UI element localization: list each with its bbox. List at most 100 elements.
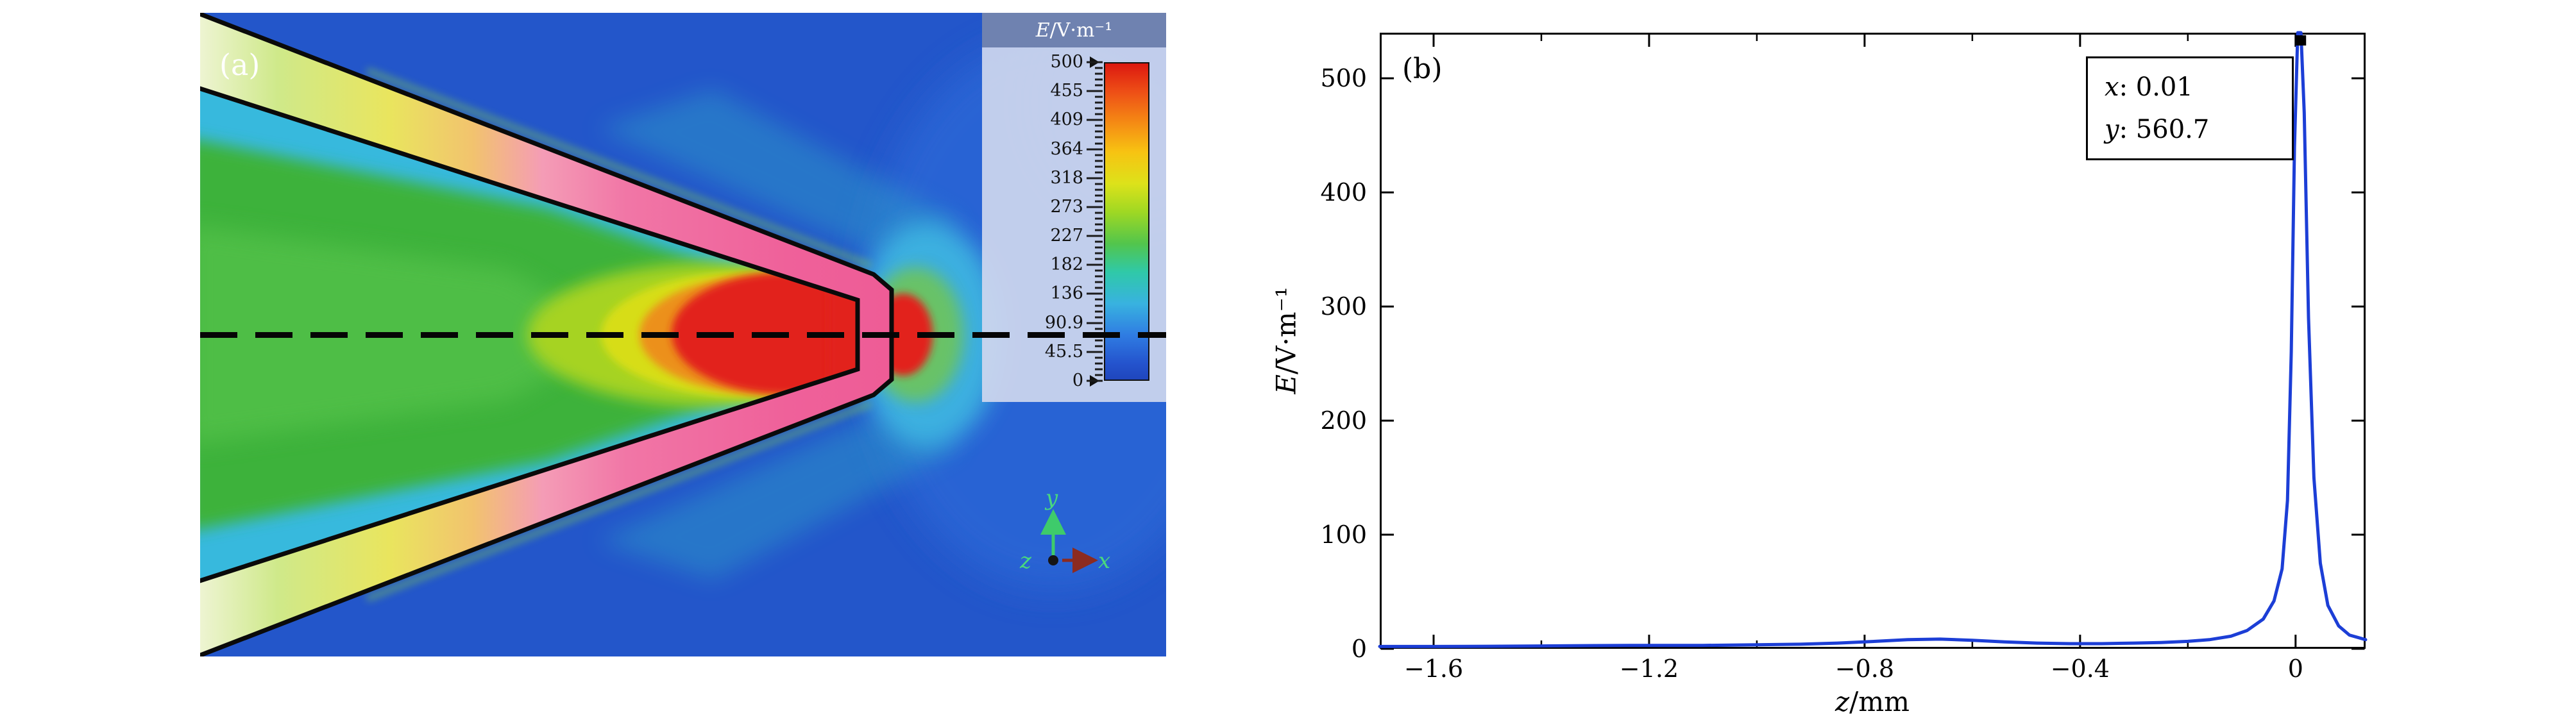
colorbar-minor-tick xyxy=(1095,362,1103,365)
colorbar-tick-label: 409 xyxy=(1050,110,1083,130)
colorbar-minor-tick xyxy=(1095,368,1103,371)
colorbar-tick-label: 273 xyxy=(1050,196,1083,217)
colorbar-tick-label: 455 xyxy=(1050,81,1083,101)
colorbar-minor-tick xyxy=(1095,194,1103,197)
colorbar-tick-label: 318 xyxy=(1050,167,1083,188)
z-axis-out-of-plane-icon xyxy=(1048,555,1058,565)
colorbar-minor-tick xyxy=(1095,356,1103,359)
panel-b-label: (b) xyxy=(1402,53,1443,85)
peak-readout-x: x: 0.01 xyxy=(2105,72,2193,102)
colorbar-minor-tick xyxy=(1095,188,1103,191)
colorbar-minor-tick xyxy=(1095,200,1103,203)
peak-marker xyxy=(2296,35,2307,46)
colorbar-minor-tick xyxy=(1095,275,1103,278)
y-tick-label: 300 xyxy=(1320,292,1367,321)
x-tick-labels: −1.6 −1.2 −0.8 −0.4 0 xyxy=(1404,655,2303,683)
colorbar-minor-tick xyxy=(1095,84,1103,87)
colorbar-minor-tick xyxy=(1095,160,1103,162)
colorbar-minor-tick xyxy=(1095,67,1103,69)
colorbar-minor-tick xyxy=(1095,136,1103,138)
colorbar-minor-tick xyxy=(1095,316,1103,319)
colorbar-gradient-strip xyxy=(1104,62,1149,381)
colorbar-minor-tick xyxy=(1095,328,1103,330)
colorbar-minor-tick xyxy=(1095,124,1103,127)
colorbar-major-tick xyxy=(1087,235,1103,237)
colorbar-major-tick xyxy=(1087,119,1103,121)
colorbar-tick-label: 0 xyxy=(1072,370,1083,390)
y-tick-label: 0 xyxy=(1352,635,1367,663)
colorbar: E/V·m⁻¹ 500 455 409 364 318 273 227 182 136 90.9 4… xyxy=(982,13,1166,402)
colorbar-minor-tick xyxy=(1095,183,1103,185)
colorbar-title-symbol: E xyxy=(1035,19,1050,42)
x-tick-label: −0.8 xyxy=(1835,655,1894,683)
panel-b-line-plot: −1.6 −1.2 −0.8 −0.4 0 0 100 200 300 400 500 xyxy=(1320,31,2368,683)
colorbar-tick-label: 182 xyxy=(1050,255,1083,275)
plot-border xyxy=(1380,33,2366,649)
colorbar-minor-tick xyxy=(1095,142,1103,144)
colorbar-minor-tick xyxy=(1095,374,1103,376)
colorbar-minor-tick xyxy=(1095,217,1103,220)
colorbar-tick-label: 364 xyxy=(1050,138,1083,159)
y-axis-title-symbol: E xyxy=(1270,374,1302,394)
field-curve xyxy=(1378,31,2368,648)
colorbar-minor-tick xyxy=(1095,281,1103,283)
colorbar-minor-tick xyxy=(1095,269,1103,272)
colorbar-title-units: /V·m⁻¹ xyxy=(1049,19,1113,42)
colorbar-major-tick xyxy=(1087,177,1103,180)
colorbar-minor-tick xyxy=(1095,258,1103,260)
x-axis-title: z/mm xyxy=(1835,686,1910,717)
peak-readout-y: y: 560.7 xyxy=(2105,115,2210,144)
colorbar-tick-label: 90.9 xyxy=(1044,312,1083,333)
colorbar-major-tick xyxy=(1087,322,1103,324)
colorbar-minor-tick xyxy=(1095,287,1103,289)
y-axis-title-units: /V·m⁻¹ xyxy=(1270,287,1302,374)
colorbar-major-tick xyxy=(1087,206,1103,208)
colorbar-minor-tick xyxy=(1095,212,1103,214)
colorbar-tick-label: 227 xyxy=(1050,225,1083,246)
x-axis-label: x xyxy=(1098,548,1110,574)
colorbar-major-tick xyxy=(1087,380,1103,382)
colorbar-major-tick xyxy=(1087,148,1103,151)
colorbar-minor-tick xyxy=(1095,333,1103,336)
y-tick-label: 500 xyxy=(1320,64,1367,92)
colorbar-minor-tick xyxy=(1095,171,1103,174)
coordinate-triad: y z x xyxy=(1019,489,1110,574)
y-axis-label: y xyxy=(1044,489,1058,511)
z-axis-label: z xyxy=(1019,548,1032,574)
colorbar-tick-label: 500 xyxy=(1050,51,1083,72)
colorbar-major-tick xyxy=(1087,263,1103,266)
panel-a-label: (a) xyxy=(219,47,260,82)
colorbar-minor-tick xyxy=(1095,72,1103,75)
colorbar-minor-tick xyxy=(1095,345,1103,347)
colorbar-minor-tick xyxy=(1095,339,1103,342)
colorbar-minor-tick xyxy=(1095,113,1103,115)
peak-readout-box: x: 0.01 y: 560.7 xyxy=(2086,56,2294,160)
colorbar-tick-label: 45.5 xyxy=(1044,341,1083,362)
y-tick-label: 400 xyxy=(1320,178,1367,206)
y-axis-title: E/V·m⁻¹ xyxy=(1271,287,1302,394)
colorbar-tick-label: 136 xyxy=(1050,283,1083,304)
colorbar-minor-tick xyxy=(1095,101,1103,104)
colorbar-minor-tick xyxy=(1095,229,1103,231)
x-tick-label: −0.4 xyxy=(2051,655,2110,683)
colorbar-minor-tick xyxy=(1095,223,1103,226)
colorbar-minor-tick xyxy=(1095,107,1103,110)
colorbar-minor-tick xyxy=(1095,165,1103,168)
colorbar-minor-tick xyxy=(1095,310,1103,313)
x-axis-title-units: /mm xyxy=(1849,686,1910,717)
colorbar-major-tick xyxy=(1087,61,1103,63)
colorbar-minor-tick xyxy=(1095,252,1103,255)
y-tick-labels: 0 100 200 300 400 500 xyxy=(1320,64,1367,663)
x-axis-title-symbol: z xyxy=(1835,686,1850,717)
colorbar-major-tick xyxy=(1087,351,1103,353)
colorbar-minor-tick xyxy=(1095,96,1103,98)
colorbar-minor-tick xyxy=(1095,130,1103,133)
colorbar-minor-tick xyxy=(1095,240,1103,243)
panel-a-field-map: E/V·m⁻¹ 500 455 409 364 318 273 227 182 136 90.9 4… xyxy=(200,13,1166,656)
colorbar-minor-tick xyxy=(1095,305,1103,307)
tip-cone-shell xyxy=(200,13,894,656)
x-tick-label: −1.2 xyxy=(1620,655,1679,683)
colorbar-minor-tick xyxy=(1095,298,1103,301)
x-tick-label: 0 xyxy=(2288,655,2303,683)
colorbar-title: E/V·m⁻¹ xyxy=(982,13,1166,47)
